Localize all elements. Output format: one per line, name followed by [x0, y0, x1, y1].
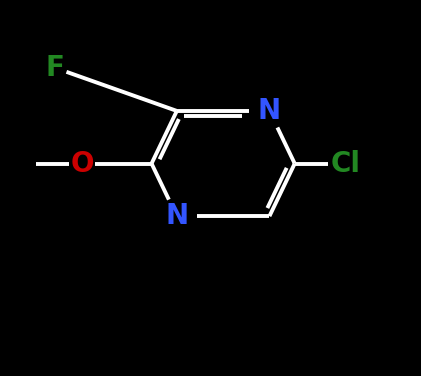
Text: N: N [165, 202, 188, 230]
Text: N: N [258, 97, 281, 125]
Text: F: F [45, 54, 64, 82]
Text: Cl: Cl [330, 150, 360, 177]
Text: O: O [70, 150, 94, 177]
